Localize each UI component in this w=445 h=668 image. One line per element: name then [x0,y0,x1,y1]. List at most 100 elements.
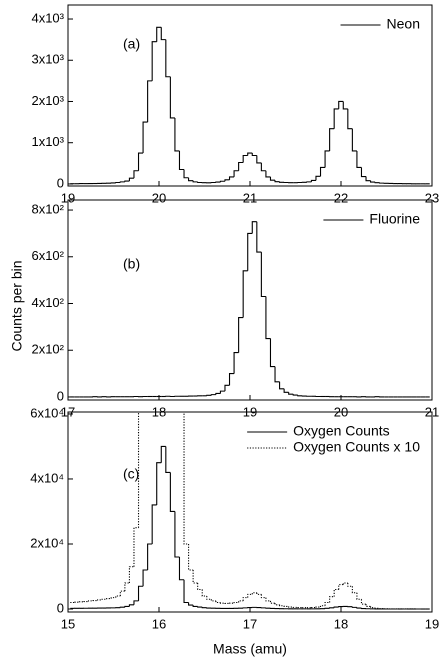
histogram-step [251,153,257,157]
histogram-step [365,604,371,607]
histogram-step [269,176,276,181]
y-tick-label: 1x10³ [31,134,64,149]
histogram-step [256,221,262,253]
histogram-step [219,390,225,394]
histogram-step [333,588,339,597]
histogram-step [128,604,134,607]
series [70,221,430,398]
x-tick-label: 22 [334,190,348,205]
histogram-step [238,600,244,603]
histogram-step [283,605,289,607]
histogram-step [188,602,194,606]
panel-label: (c) [123,466,139,482]
histogram-step [115,595,121,598]
legend-label: Fluorine [369,211,420,227]
histogram-step [292,394,298,396]
histogram-step [288,606,294,608]
histogram-step [370,606,376,609]
y-tick-label: 0 [57,175,64,190]
series [70,0,430,610]
histogram-step [347,583,353,587]
histogram-step [106,598,112,600]
x-tick-label: 20 [152,190,166,205]
histogram-step [279,181,285,183]
histogram-step [265,296,271,340]
histogram-step [156,26,162,42]
histogram-step [370,180,376,183]
histogram-step [356,607,362,609]
histogram-step [147,543,153,570]
histogram-step [142,569,148,587]
histogram-step [233,170,239,177]
histogram-step [260,162,266,172]
histogram-step [119,590,125,597]
histogram-step [165,446,171,474]
histogram-step [238,316,244,353]
histogram-step [324,150,330,168]
panel-label: (a) [123,36,140,52]
histogram-step [201,589,207,597]
histogram-step [333,108,339,129]
histogram-step [288,392,294,395]
histogram-step [183,412,189,545]
y-tick-label: 2x10³ [31,93,64,108]
series [70,26,430,185]
histogram-step [224,179,230,182]
histogram-step [251,592,257,595]
histogram-step [260,252,266,298]
y-tick-label: 8x10² [31,201,64,216]
histogram-step [142,121,148,154]
histogram-step [247,152,253,156]
histogram-step [365,176,371,182]
histogram-step [274,180,280,183]
histogram-step [342,101,348,110]
histogram-step [97,599,103,601]
histogram-step [174,511,180,558]
histogram-step [133,600,139,605]
histogram-step [137,152,144,171]
histogram-step [175,0,180,89]
y-axis-label: Counts per bin [9,260,25,351]
histogram-step [151,504,157,544]
histogram-step [219,602,225,604]
histogram-step [228,373,235,386]
histogram-step [137,585,144,601]
histogram-step [124,180,130,182]
histogram-step [197,606,203,608]
histogram-step [188,543,194,571]
histogram-step [192,180,198,183]
histogram-step [265,597,271,602]
histogram-step [128,177,134,182]
histogram-step [351,586,357,594]
histogram-step [183,579,189,604]
histogram-step [169,472,175,513]
histogram-step [260,594,266,599]
histogram-step [224,384,230,392]
plot-frame [67,411,433,613]
histogram-step [179,89,184,317]
histogram-step [283,388,289,393]
histogram-step [151,41,157,81]
x-tick-label: 16 [152,616,166,631]
x-tick-label: 21 [243,190,257,205]
histogram-step [256,155,262,164]
y-tick-label: 3x10³ [31,52,64,67]
histogram-step [351,606,357,608]
histogram-step [374,182,380,184]
legend-label: Oxygen Counts x 10 [293,439,420,455]
histogram-step [133,527,139,567]
histogram-step [165,39,171,78]
histogram-step [160,27,166,41]
histogram-step [87,600,94,602]
histogram-step [247,593,253,598]
histogram-step [347,108,353,130]
legend-label: Neon [387,16,420,32]
histogram-step [178,556,185,581]
histogram-step [251,221,257,234]
histogram-step [315,175,321,181]
histogram-step [242,597,248,601]
histogram-step [143,219,148,382]
histogram-step [210,394,216,396]
y-tick-label: 4x10³ [31,10,64,25]
x-tick-label: 19 [61,190,75,205]
